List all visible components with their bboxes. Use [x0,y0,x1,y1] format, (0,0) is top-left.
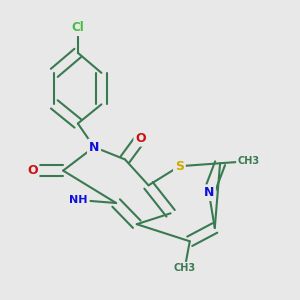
Text: CH3: CH3 [174,263,196,273]
Text: S: S [175,160,184,173]
Text: NH: NH [70,195,88,205]
Text: Cl: Cl [71,21,84,34]
Text: N: N [204,186,214,199]
Text: O: O [27,164,38,177]
Text: N: N [89,141,99,154]
Text: CH3: CH3 [238,156,260,166]
Text: O: O [135,132,146,145]
